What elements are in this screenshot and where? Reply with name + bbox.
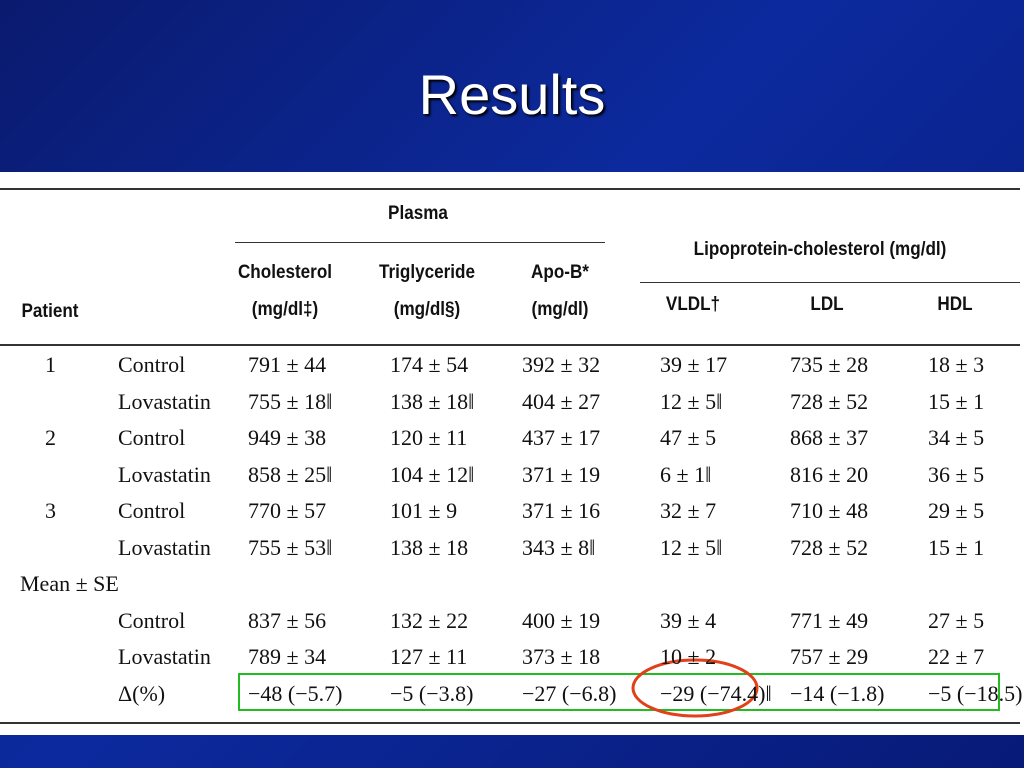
cell: 29 ± 5 (928, 498, 985, 523)
cell: 770 ± 57 (248, 498, 327, 523)
cell: 47 ± 5 (660, 425, 717, 450)
group-label: Lovastatin (118, 644, 211, 669)
cell: 735 ± 28 (790, 352, 869, 377)
rule (0, 188, 1020, 190)
column-unit: (mg/dl‡) (251, 299, 319, 320)
column-header: HDL (937, 294, 973, 315)
group-header: Lipoprotein-cholesterol (mg/dl) (693, 239, 947, 260)
cell: 12 ± 5‖ (660, 534, 723, 560)
cell: 27 ± 5 (928, 607, 985, 633)
group-label: Control (118, 607, 186, 633)
cell: 138 ± 18 (390, 534, 469, 560)
group-header: Plasma (388, 203, 448, 224)
cell: 6 ± 1‖ (660, 461, 712, 487)
cell: 710 ± 48 (790, 498, 869, 523)
cell: −5 (−3.8) (390, 680, 474, 706)
cell: 404 ± 27 (522, 388, 601, 414)
cell: −48 (−5.7) (248, 680, 343, 706)
group-label: Lovastatin (118, 461, 211, 487)
rule (0, 722, 1020, 724)
group-label: Lovastatin (118, 534, 211, 560)
cell: 101 ± 9 (390, 498, 458, 523)
column-header: Triglyceride (378, 262, 476, 283)
column-header: VLDL† (665, 294, 721, 315)
group-label: Δ(%) (118, 680, 166, 706)
cell: 400 ± 19 (522, 607, 601, 633)
cell: 373 ± 18 (522, 644, 601, 669)
cell: 32 ± 7 (660, 498, 717, 523)
cell: 343 ± 8‖ (522, 534, 596, 560)
cell: 39 ± 4 (660, 607, 717, 633)
cell: 437 ± 17 (522, 425, 601, 450)
cell: 816 ± 20 (790, 461, 869, 487)
cell: 771 ± 49 (790, 607, 869, 633)
column-header: Cholesterol (237, 262, 333, 283)
cell: 371 ± 16 (522, 498, 601, 523)
cell: 949 ± 38 (248, 425, 327, 450)
cell: 138 ± 18‖ (390, 388, 475, 414)
group-label: Control (118, 425, 186, 450)
column-header: LDL (810, 294, 844, 315)
cell: 15 ± 1 (928, 534, 985, 560)
cell: 371 ± 19 (522, 461, 601, 487)
cell: 15 ± 1 (928, 388, 985, 414)
cell: 36 ± 5 (928, 461, 985, 487)
cell: 728 ± 52 (790, 534, 869, 560)
cell: 12 ± 5‖ (660, 388, 723, 414)
cell: 22 ± 7 (928, 644, 985, 669)
group-label: Control (118, 352, 186, 377)
cell: 757 ± 29 (790, 644, 869, 669)
cell: −5 (−18.5) (928, 680, 1023, 706)
cell: 34 ± 5 (928, 425, 985, 450)
cell: 127 ± 11 (390, 644, 468, 669)
column-unit: (mg/dl) (531, 299, 589, 320)
cell: 174 ± 54 (390, 352, 469, 377)
cell: 120 ± 11 (390, 425, 468, 450)
cell: 837 ± 56 (248, 607, 327, 633)
rule (640, 282, 1020, 283)
cell: 858 ± 25‖ (248, 461, 333, 487)
rule (235, 242, 605, 243)
table-image: Plasma Lipoprotein-cholesterol (mg/dl) Pat… (0, 172, 1024, 735)
cell: −29 (−74.4)‖ (660, 680, 772, 706)
cell: −27 (−6.8) (522, 680, 617, 706)
patient-id: 1 (45, 352, 56, 377)
cell: 18 ± 3 (928, 352, 985, 377)
cell: 728 ± 52 (790, 388, 869, 414)
cell: 392 ± 32 (522, 352, 601, 377)
cell: −14 (−1.8) (790, 680, 885, 706)
group-label: Lovastatin (118, 388, 211, 414)
highlight-box (238, 673, 1000, 711)
cell: 755 ± 18‖ (248, 388, 333, 414)
rule (0, 344, 1020, 346)
patient-id: 3 (45, 498, 56, 523)
annotation (631, 658, 759, 718)
cell: 10 ± 2 (660, 644, 717, 669)
cell: 868 ± 37 (790, 425, 869, 450)
section-label: Mean ± SE (20, 571, 119, 596)
slide-title: Results (418, 63, 606, 126)
column-unit: (mg/dl§) (393, 299, 461, 320)
cell: 791 ± 44 (248, 352, 327, 377)
cell: 39 ± 17 (660, 352, 728, 377)
cell: 755 ± 53‖ (248, 534, 333, 560)
group-label: Control (118, 498, 186, 523)
cell: 132 ± 22 (390, 607, 469, 633)
cell: 104 ± 12‖ (390, 461, 475, 487)
cell: 789 ± 34 (248, 644, 327, 669)
patient-id: 2 (45, 425, 56, 450)
column-header: Patient (21, 301, 79, 322)
column-header: Apo-B* (531, 262, 589, 283)
circle-highlight (631, 658, 759, 718)
